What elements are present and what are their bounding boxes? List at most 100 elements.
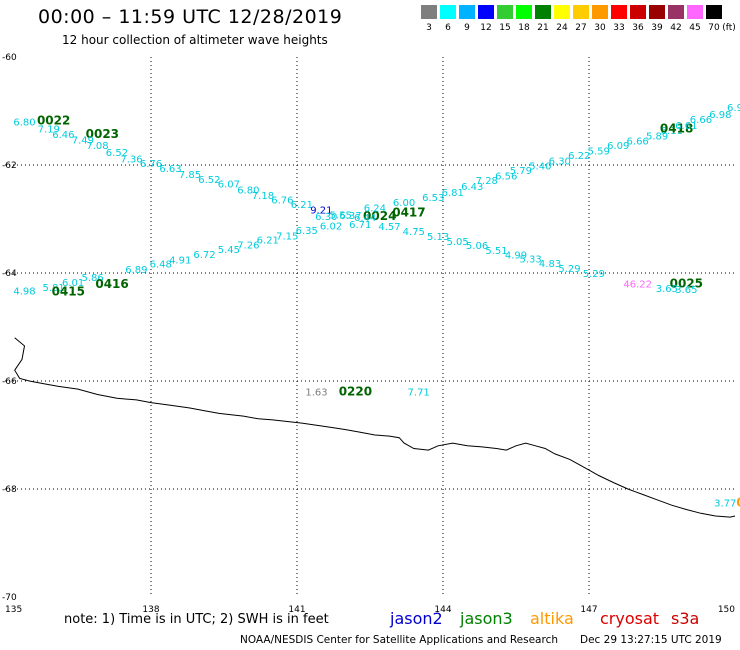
wave-height-label: 5.81 bbox=[43, 283, 65, 294]
wave-height-label: 3.77 bbox=[714, 498, 736, 509]
wave-height-label: 6.66 bbox=[690, 115, 712, 126]
legend-swatch bbox=[516, 5, 532, 19]
footer-note: note: 1) Time is in UTC; 2) SWH is in fe… bbox=[64, 612, 329, 627]
wave-height-label: 5.40 bbox=[529, 161, 551, 172]
wave-height-label: 6.98 bbox=[709, 110, 731, 121]
wave-height-label: 4.83 bbox=[539, 259, 561, 270]
wave-height-label: 6.11 bbox=[661, 126, 683, 137]
wave-height-label: 7.26 bbox=[237, 241, 259, 252]
lon-tick-label: 150 bbox=[718, 605, 735, 615]
wave-height-label: 7.18 bbox=[252, 191, 274, 202]
legend-swatch-label: 27 bbox=[575, 23, 587, 33]
map-title: 00:00 – 11:59 UTC 12/28/2019 bbox=[38, 6, 343, 28]
wave-height-label: 3.65 bbox=[656, 284, 678, 295]
pass-time-label: 0022 bbox=[37, 114, 70, 128]
wave-height-label: 4.98 bbox=[13, 287, 35, 298]
coastline bbox=[14, 337, 736, 518]
legend-swatch bbox=[554, 5, 570, 19]
legend-swatch bbox=[478, 5, 494, 19]
legend-swatch-label: 39 bbox=[651, 23, 663, 33]
pass-time-label: 0418 bbox=[660, 122, 693, 136]
wave-height-label: 7.08 bbox=[86, 141, 108, 152]
wave-height-label: 6.52 bbox=[106, 148, 128, 159]
legend-swatch bbox=[630, 5, 646, 19]
wave-height-label: 7.36 bbox=[120, 154, 142, 165]
lat-tick-label: -70 bbox=[2, 593, 17, 603]
wave-height-label: 5.89 bbox=[646, 132, 668, 143]
coastline-path bbox=[14, 337, 736, 518]
axis-labels: -60 -62 -64 -66 -68 -70 135 138 141 144 147 150 bbox=[2, 53, 735, 615]
wave-height-label: 1.63 bbox=[305, 388, 327, 399]
wave-height-label: 5.55 bbox=[330, 210, 352, 221]
lon-tick-label: 138 bbox=[142, 605, 159, 615]
wave-height-label: 6.22 bbox=[568, 151, 590, 162]
wave-height-label: 6.30 bbox=[549, 156, 571, 167]
wave-height-label: 5.59 bbox=[588, 147, 610, 158]
wave-height-label: 6.01 bbox=[62, 278, 84, 289]
wave-height-label: 6.80 bbox=[13, 118, 35, 129]
color-legend: 3 6 9 12 15 18 21 24 27 30 33 36 39 42 45 70 (ft) bbox=[421, 5, 736, 35]
wave-height-label: 5.29 bbox=[558, 264, 580, 275]
wave-height-label: 7.19 bbox=[38, 125, 60, 136]
lat-tick-label: -62 bbox=[2, 161, 17, 171]
wave-height-label: 5.29 bbox=[583, 269, 605, 280]
wave-height-label: 6.72 bbox=[193, 250, 215, 261]
wave-height-label: 6.81 bbox=[442, 188, 464, 199]
wave-height-label: 5.33 bbox=[519, 255, 541, 266]
legend-swatch bbox=[687, 5, 703, 19]
wave-height-label: 5.79 bbox=[510, 166, 532, 177]
legend-swatch bbox=[668, 5, 684, 19]
legend-swatch-label: 21 bbox=[537, 23, 549, 33]
pass-time-label: 0024 bbox=[363, 209, 396, 223]
map-subtitle: 12 hour collection of altimeter wave hei… bbox=[62, 33, 328, 47]
pass-time-label: 0416 bbox=[95, 277, 128, 291]
wave-height-label: 6.66 bbox=[627, 136, 649, 147]
wave-height-label: 7.49 bbox=[72, 135, 94, 146]
wave-height-label: 7.85 bbox=[179, 170, 201, 181]
wave-height-label: 6.61 bbox=[675, 121, 697, 132]
legend-swatch bbox=[459, 5, 475, 19]
wave-height-label: 6.30 bbox=[315, 212, 337, 223]
wave-height-label: 7.71 bbox=[408, 388, 430, 399]
lat-tick-label: -64 bbox=[2, 269, 17, 279]
wave-height-label: 3.65 bbox=[675, 285, 697, 296]
lon-tick-label: 147 bbox=[580, 605, 597, 615]
wave-height-label: 6.76 bbox=[271, 195, 293, 206]
satellite-name: altika bbox=[530, 609, 574, 628]
wave-height-label: 6.89 bbox=[125, 265, 147, 276]
pass-time-label: 0220 bbox=[339, 385, 372, 399]
wave-height-label: 5.86 bbox=[81, 273, 103, 284]
wave-height-label: 6.00 bbox=[393, 198, 415, 209]
pass-time-label: 0415 bbox=[52, 285, 85, 299]
legend-swatch-label: 30 bbox=[594, 23, 606, 33]
wave-height-label: 6.53 bbox=[422, 193, 444, 204]
legend-swatch-label: 12 bbox=[480, 23, 492, 33]
wave-height-label: 6.9 bbox=[727, 103, 740, 114]
wave-height-label: 6.56 bbox=[495, 172, 517, 183]
legend-swatch bbox=[611, 5, 627, 19]
wave-height-label: 6.43 bbox=[461, 182, 483, 193]
legend-swatch-label: 45 bbox=[689, 23, 701, 33]
wave-height-label: 6.21 bbox=[257, 235, 279, 246]
legend-swatch-label: 15 bbox=[499, 23, 511, 33]
lat-tick-label: -68 bbox=[2, 485, 17, 495]
legend-swatch bbox=[535, 5, 551, 19]
satellite-name: jason2 bbox=[390, 609, 443, 628]
legend-swatch-label: 42 bbox=[670, 23, 682, 33]
wave-height-label: 7.15 bbox=[276, 232, 298, 243]
wave-height-label: 5.13 bbox=[427, 232, 449, 243]
lat-tick-label: -60 bbox=[2, 53, 17, 63]
legend-swatch bbox=[592, 5, 608, 19]
legend-swatch-label: 6 bbox=[445, 23, 451, 33]
wave-height-label: 5.45 bbox=[218, 245, 240, 256]
wave-height-label: 6.21 bbox=[291, 200, 313, 211]
pass-time-label: 08 bbox=[736, 495, 740, 509]
legend-swatch-label: 3 bbox=[426, 23, 432, 33]
legend-swatch-label: 33 bbox=[613, 23, 625, 33]
wave-height-label: 6.24 bbox=[364, 203, 386, 214]
wave-height-label: 6.35 bbox=[296, 226, 318, 237]
lon-tick-label: 141 bbox=[288, 605, 305, 615]
lon-tick-label: 144 bbox=[434, 605, 451, 615]
